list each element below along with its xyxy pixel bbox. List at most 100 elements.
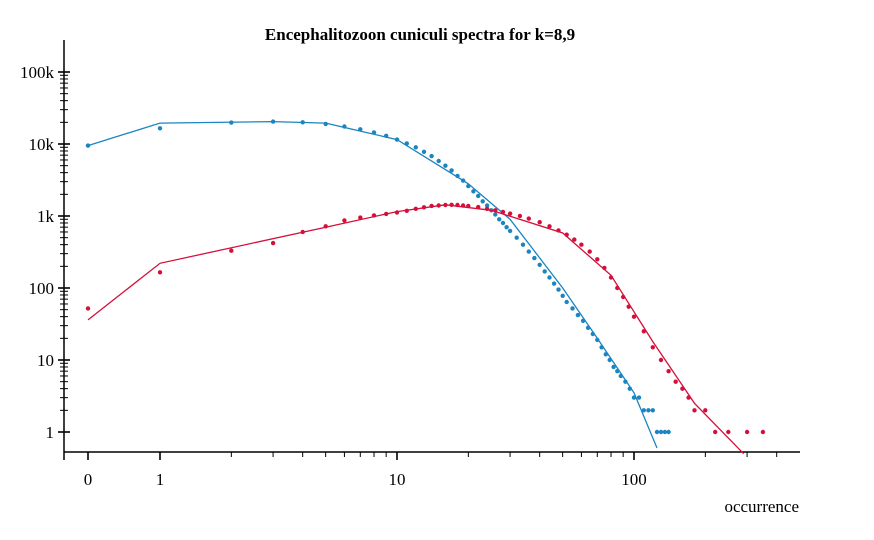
series-1-point [556, 287, 561, 292]
series-1-point [358, 127, 363, 132]
series-2-point [602, 265, 607, 271]
series-1-point [471, 189, 476, 194]
series-1-point [611, 364, 616, 370]
series-2-point [466, 203, 471, 209]
series-1-point [413, 145, 418, 150]
series-1-point [480, 199, 485, 204]
series-2-point [358, 215, 363, 220]
series-1-point [443, 163, 448, 168]
series-1-point [384, 133, 389, 138]
series-1-point [551, 281, 557, 286]
series-1-point [631, 395, 637, 400]
series-1-point [607, 357, 612, 363]
series-2-point [686, 395, 691, 400]
series-2-point [429, 203, 434, 209]
series-1-point [526, 249, 531, 254]
series-2-point [572, 237, 577, 242]
series-1-point [585, 325, 591, 330]
series-2-point [371, 213, 377, 218]
series-2-point [673, 379, 678, 384]
series-2-point [342, 218, 347, 223]
series-1-point [542, 269, 547, 274]
series-2 [85, 202, 766, 455]
series-2-point [526, 216, 531, 221]
x-tick-label: 0 [84, 470, 93, 489]
series-1-point [300, 120, 305, 125]
series-2-point [157, 270, 163, 275]
series-2-point [564, 232, 569, 237]
series-1-point [627, 386, 632, 391]
series-1-fit-line [87, 120, 658, 449]
y-tick-label: 1 [46, 423, 55, 442]
series-1-point [560, 293, 565, 298]
series-2-point [229, 248, 234, 253]
series-1-point [323, 121, 328, 127]
series-2-point [413, 206, 418, 211]
series-1-point [514, 235, 519, 240]
x-axis-ticks: 0 1 10 100 [84, 452, 778, 489]
series-2-point [270, 240, 276, 246]
series-2-point [517, 213, 523, 219]
series-1-point [460, 178, 466, 183]
series-1-point [650, 408, 655, 413]
series-1-point [342, 124, 347, 129]
series-2-point [666, 369, 671, 374]
series-2-point [493, 208, 498, 213]
x-axis-label: occurrence [724, 497, 799, 516]
series-1-point [603, 352, 608, 357]
series-1-point [520, 242, 526, 247]
series-1-point [394, 137, 400, 142]
series-1-point [641, 408, 646, 413]
y-tick-label: 10 [37, 351, 54, 370]
series-1-point [615, 369, 620, 374]
series-1-point [662, 429, 668, 435]
series-2-point [421, 205, 427, 210]
series-2-point [460, 203, 466, 208]
series-1-point [547, 275, 552, 280]
series-2-point [537, 220, 542, 225]
series-2-point [760, 429, 766, 435]
series-2-point [587, 249, 592, 254]
series-2-point [744, 429, 750, 435]
series-2-point [500, 209, 506, 215]
series-2-point [507, 211, 513, 216]
series-1-point [658, 429, 664, 435]
series-1-point [493, 212, 498, 217]
chart-title: Encephalitozoon cuniculi spectra for k=8… [265, 25, 575, 44]
series-2-point [300, 229, 305, 235]
series-2-point [692, 408, 697, 413]
series-2-point [484, 206, 490, 211]
y-tick-label: 1k [37, 207, 55, 226]
y-tick-label: 100 [29, 279, 55, 298]
series-1-point [580, 318, 586, 323]
series-2-point [726, 429, 731, 435]
x-tick-label: 1 [156, 470, 165, 489]
series-1-point [599, 345, 604, 350]
series-1-point [157, 126, 163, 131]
series-1-point [646, 408, 651, 413]
y-tick-label: 100k [20, 63, 55, 82]
series-2-point [579, 242, 584, 247]
plot-area [85, 119, 766, 455]
series-1-point [666, 429, 671, 435]
series-1-point [466, 183, 471, 189]
series-2-point [443, 202, 448, 208]
series-2-point [323, 224, 328, 229]
series-2-point [476, 204, 481, 210]
series-1-point [455, 173, 460, 179]
series-2-point [436, 203, 441, 208]
series-2-point [85, 306, 91, 311]
series-1 [85, 119, 671, 449]
series-2-point [449, 202, 454, 207]
series-1-point [85, 143, 91, 148]
y-tick-label: 10k [29, 135, 55, 154]
series-2-point [455, 202, 460, 208]
series-1-point [623, 379, 628, 384]
series-2-point [404, 208, 409, 213]
series-1-point [270, 119, 276, 124]
series-2-point [650, 345, 655, 350]
series-1-point [497, 217, 502, 222]
x-tick-label: 10 [389, 470, 406, 489]
series-2-point [703, 408, 708, 413]
